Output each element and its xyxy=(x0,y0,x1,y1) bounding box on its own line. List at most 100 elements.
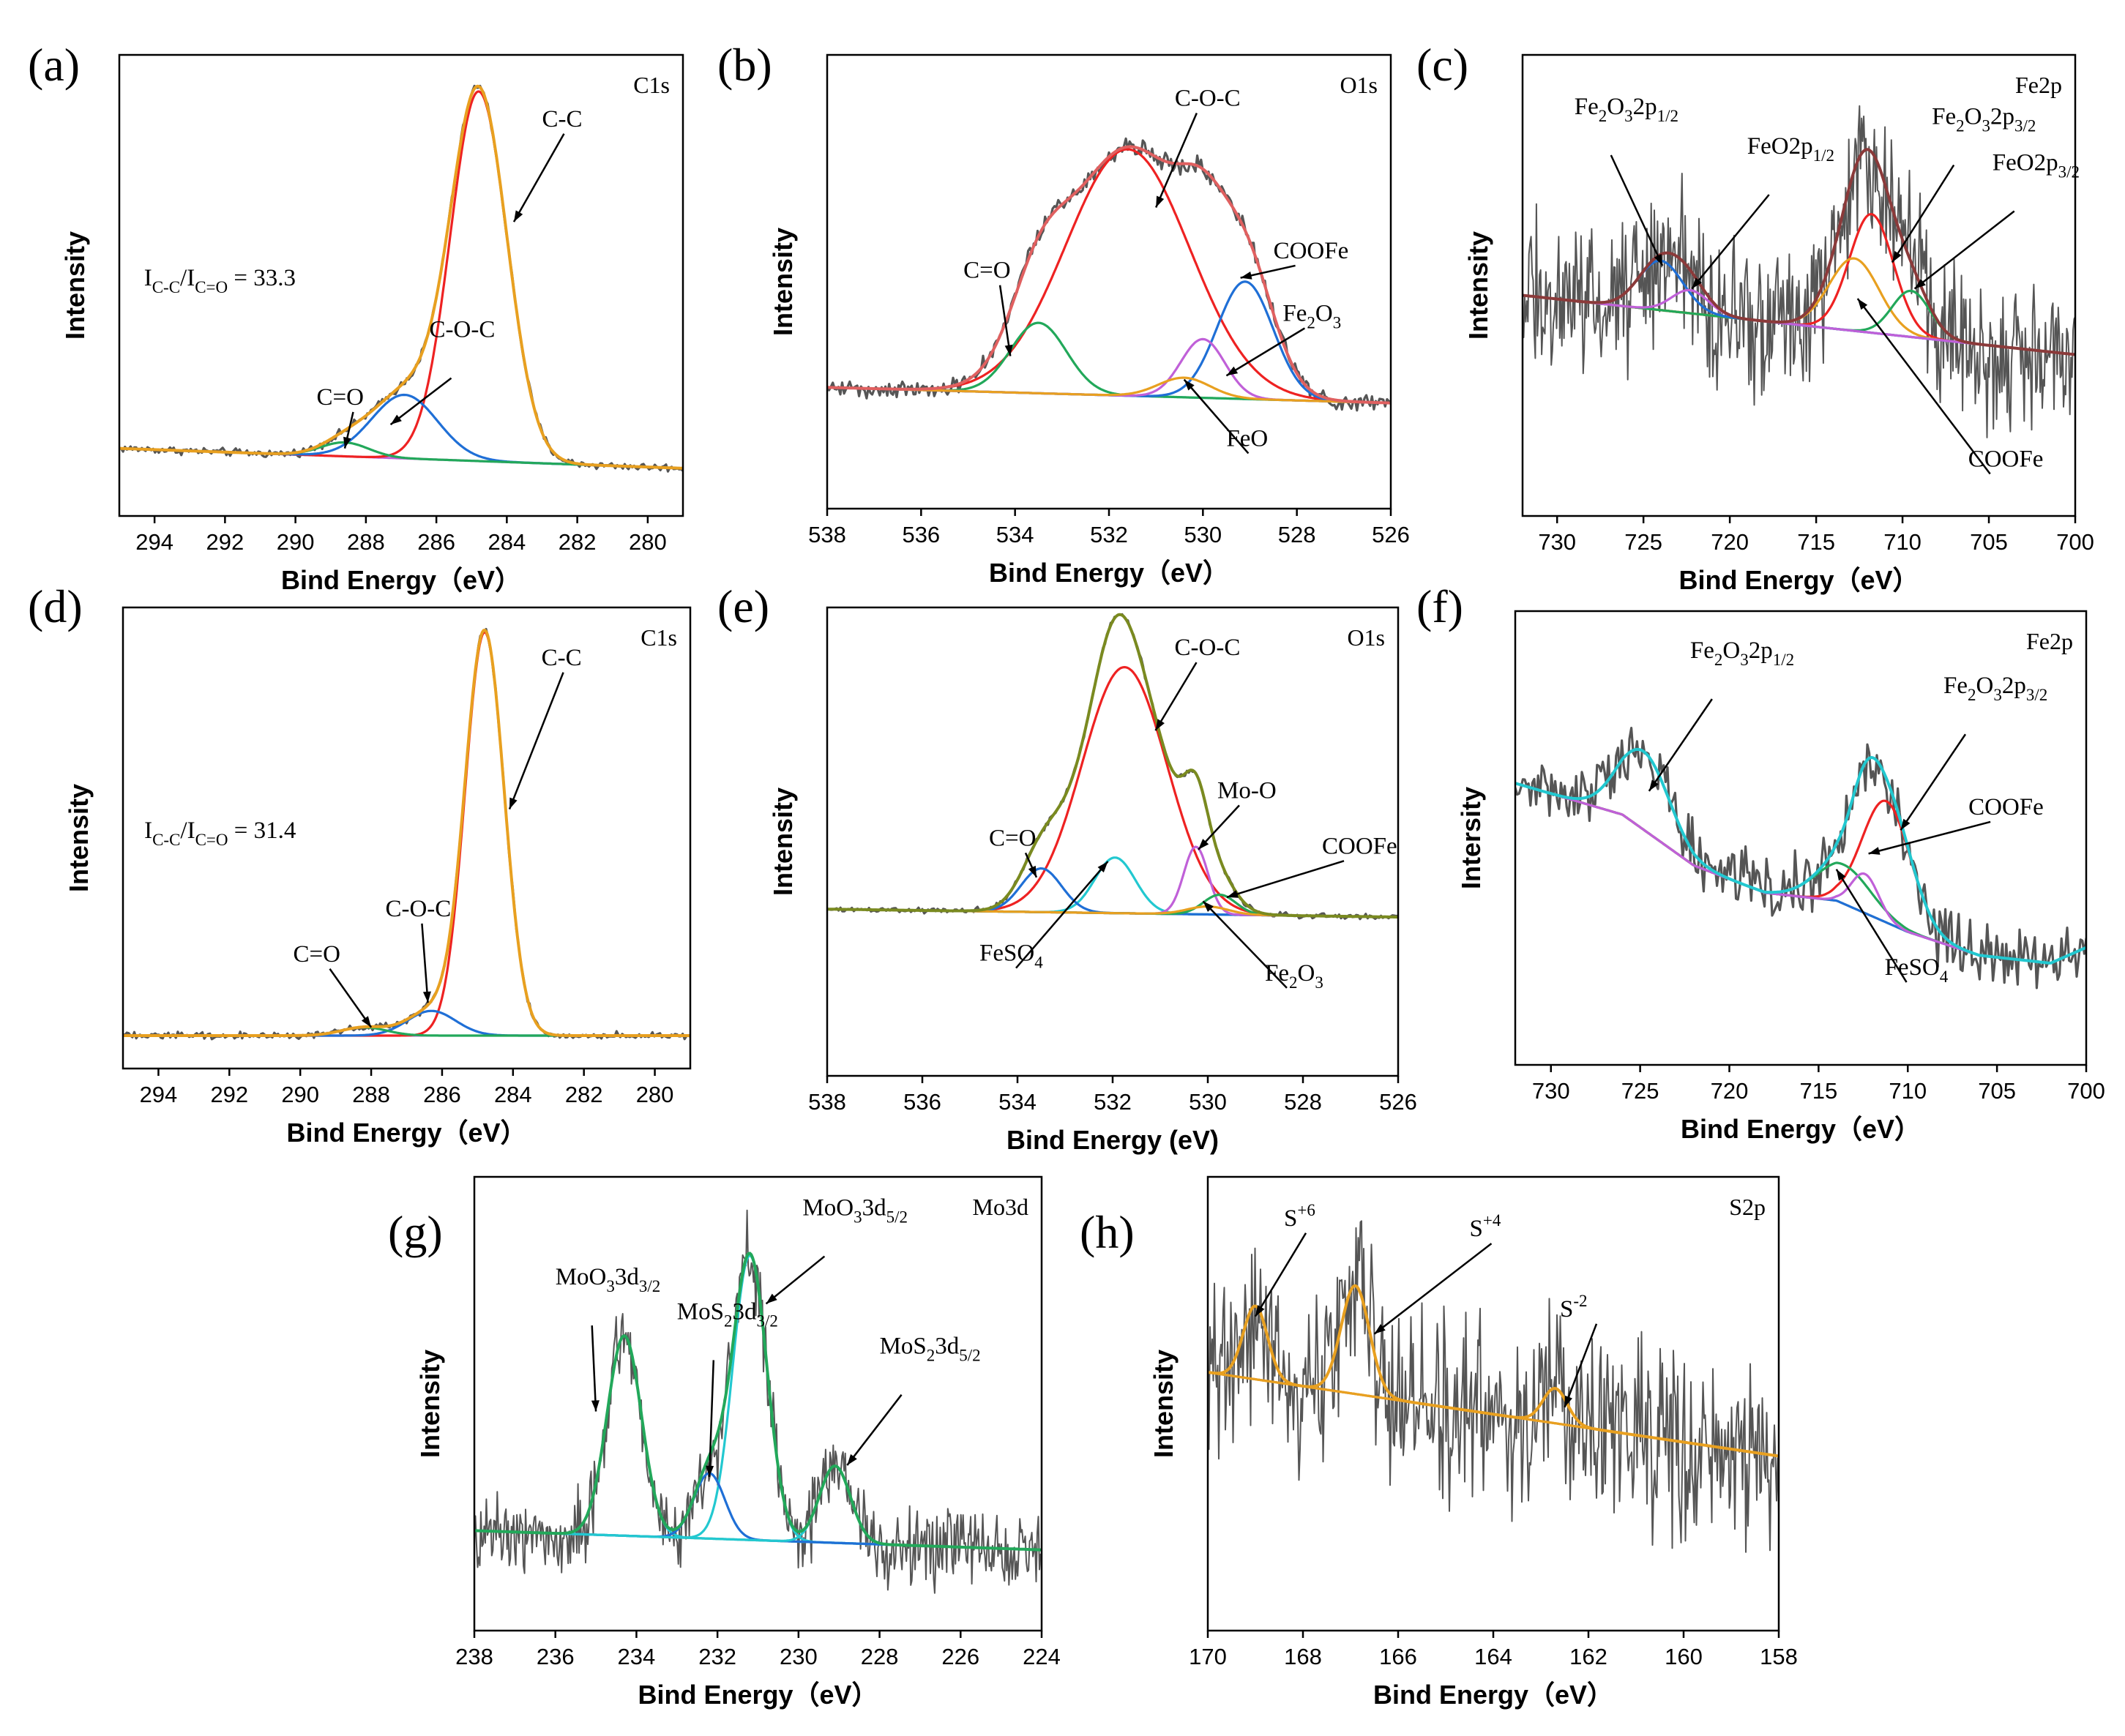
annotation-arrowhead xyxy=(1374,1324,1386,1334)
peak-annotation: FeSO4​ xyxy=(1885,954,1949,986)
y-axis-label: Intensity xyxy=(1149,1350,1179,1458)
annotation-arrow xyxy=(1610,154,1664,266)
x-axis-label: Bind Energy（eV） xyxy=(638,1680,878,1710)
annotation-arrow xyxy=(591,1325,597,1412)
y-axis-label: Intensity xyxy=(64,784,94,892)
peak-annotation: S+6 xyxy=(1284,1201,1315,1232)
plot-area xyxy=(827,137,1391,412)
annotation-arrowhead xyxy=(361,1016,372,1028)
x-tick-label: 725 xyxy=(1624,529,1662,555)
annotation-arrow xyxy=(1183,378,1250,454)
x-tick-label: 284 xyxy=(488,529,526,555)
x-tick-label: 710 xyxy=(1883,529,1922,555)
annotation-arrowhead xyxy=(1184,379,1195,391)
x-tick-label: 162 xyxy=(1569,1644,1607,1669)
peak-annotation: C-O-C xyxy=(1175,635,1241,661)
annotation-arrow xyxy=(389,377,452,426)
annotation-arrow xyxy=(1154,662,1198,731)
peak-annotation: C-O-C xyxy=(1175,85,1241,111)
annotation-arrowhead xyxy=(1891,250,1902,263)
annotation-arrow xyxy=(1868,820,1991,855)
x-tick-label: 725 xyxy=(1621,1078,1659,1104)
annotation-arrow xyxy=(708,1360,715,1477)
annotation-arrow xyxy=(1648,698,1713,792)
y-axis-label: Intensity xyxy=(768,228,798,336)
spectrum-region-label: O1s xyxy=(1340,72,1378,98)
peak-annotation: C=O xyxy=(294,941,340,968)
x-tick-label: 280 xyxy=(636,1082,674,1107)
peak-annotation: C=O xyxy=(317,384,364,411)
spectrum-region-label: C1s xyxy=(633,72,670,98)
x-tick-label: 700 xyxy=(2056,529,2094,555)
x-axis-label: Bind Energy（eV） xyxy=(281,565,521,595)
annotation-arrow xyxy=(1891,164,1955,263)
peak-annotation: MoO3​3d3/2​ xyxy=(556,1264,661,1295)
x-tick-label: 700 xyxy=(2067,1078,2105,1104)
annotation-arrowhead xyxy=(343,436,351,449)
peak-annotation: Mo-O xyxy=(1217,777,1277,804)
annotation-arrow xyxy=(846,1393,903,1466)
panel-c: 730 725 720 715 710 705 700 Bind Energy（eV） Inte… xyxy=(1416,39,2094,595)
x-tick-label: 534 xyxy=(996,522,1034,547)
intensity-ratio-label: IC-C/IC=O = 31.4 xyxy=(144,818,296,849)
spectrum-region-label: Fe2p xyxy=(2015,72,2062,98)
fit-peak-feso4 xyxy=(827,856,1398,918)
x-tick-label: 290 xyxy=(281,1082,319,1107)
peak-annotation: MoO3​3d5/2​ xyxy=(802,1195,908,1227)
envelope-line xyxy=(1523,148,2075,356)
annotation-arrowhead xyxy=(1227,890,1239,898)
x-axis-label: Bind Energy（eV） xyxy=(1373,1680,1613,1710)
peak-annotation: Fe2​O3​ xyxy=(1265,960,1323,992)
annotation-arrow xyxy=(1254,1232,1307,1317)
annotation-arrow xyxy=(1015,861,1109,969)
peak-annotation: C-C xyxy=(542,645,582,671)
peak-annotation: MoS2​3d5/2​ xyxy=(880,1333,981,1365)
x-tick-label: 526 xyxy=(1379,1089,1417,1115)
spectrum-region-label: C1s xyxy=(641,624,677,651)
annotation-arrow xyxy=(508,672,564,810)
x-tick-label: 158 xyxy=(1760,1644,1798,1669)
envelope-line xyxy=(1208,1284,1779,1458)
raw-data-line xyxy=(827,137,1391,412)
peak-annotation: COOFe xyxy=(1322,833,1397,859)
peak-annotation: C-O-C xyxy=(385,896,451,922)
x-tick-label: 234 xyxy=(618,1644,656,1669)
x-tick-label: 236 xyxy=(537,1644,575,1669)
panel-b: 538 536 534 532 530 528 526 Bind Energy（eV） Inte… xyxy=(717,39,1410,588)
annotation-arrow xyxy=(329,968,373,1028)
x-tick-label: 288 xyxy=(352,1082,390,1107)
panel-f: 730 725 720 715 710 705 700 Bind Energy（eV） Inte… xyxy=(1416,580,2105,1144)
annotation-arrowhead xyxy=(509,797,518,809)
envelope-line xyxy=(123,629,690,1037)
x-tick-label: 538 xyxy=(808,1089,846,1115)
peak-annotation: FeO2p3/2​ xyxy=(1993,150,2080,182)
envelope-line xyxy=(119,84,683,470)
fit-peak-c-o-c xyxy=(827,148,1391,405)
x-tick-label: 528 xyxy=(1284,1089,1322,1115)
annotation-arrowhead xyxy=(1648,779,1659,791)
annotation-arrowhead xyxy=(1564,1395,1572,1407)
x-axis-label: Bind Energy（eV） xyxy=(286,1118,526,1148)
y-axis-label: Intensity xyxy=(1463,231,1493,340)
plot-area xyxy=(1523,105,2075,438)
x-tick-label: 536 xyxy=(903,1089,941,1115)
annotation-arrow xyxy=(421,923,429,1003)
panel-d: 294 292 290 288 286 284 282 280 Bind Energy（eV） I… xyxy=(28,580,692,1148)
peak-annotation: FeO2p1/2​ xyxy=(1747,133,1834,165)
x-tick-label: 160 xyxy=(1665,1644,1703,1669)
x-tick-label: 710 xyxy=(1889,1078,1927,1104)
spectrum-region-label: S2p xyxy=(1729,1194,1766,1220)
peak-annotation: FeSO4​ xyxy=(979,940,1043,972)
annotation-arrowhead xyxy=(1868,847,1881,855)
x-axis-label: Bind Energy（eV） xyxy=(1681,1114,1921,1144)
annotation-arrow xyxy=(1202,900,1288,989)
plot-frame xyxy=(1514,610,2088,1066)
raw-data-line xyxy=(1208,1220,1779,1553)
peak-annotation: COOFe xyxy=(1274,238,1349,264)
plot-area xyxy=(119,84,683,473)
plot-area xyxy=(1208,1220,1779,1553)
annotation-arrowhead xyxy=(1156,195,1165,208)
plot-frame xyxy=(826,53,1392,510)
plot-area xyxy=(827,613,1398,921)
x-tick-label: 288 xyxy=(347,529,385,555)
